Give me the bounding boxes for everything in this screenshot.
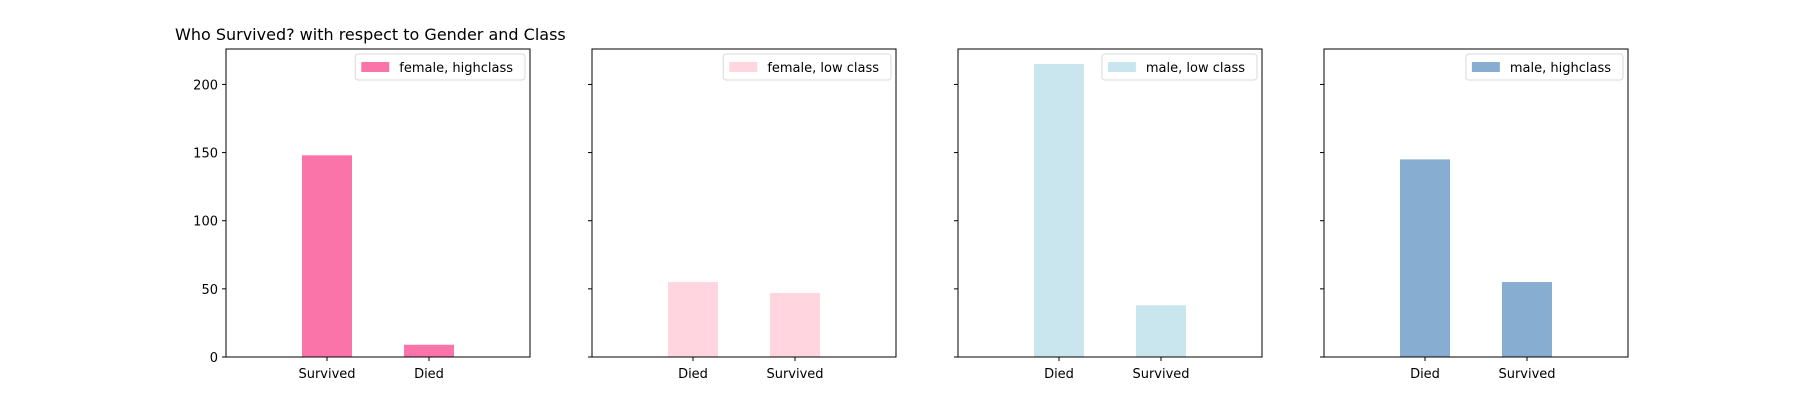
legend-4: male, highclass <box>1465 53 1624 81</box>
legend-box-1 <box>354 53 526 81</box>
y-tick-label-3: 100 <box>193 215 218 230</box>
bar-2-1 <box>668 282 718 357</box>
bar-4-1 <box>1400 159 1450 357</box>
bar-1-1 <box>302 155 352 357</box>
axes-frame-1 <box>225 48 531 358</box>
subplot-4: Died Survived male, highclass <box>1320 48 1629 382</box>
x-tick-label-4-2: Survived <box>1498 367 1555 382</box>
subplot-2: Died Survived female, low class <box>588 48 897 382</box>
x-tick-label-3-2: Survived <box>1132 367 1189 382</box>
legend-box-2 <box>722 53 892 81</box>
x-tick-label-1-1: Survived <box>298 367 355 382</box>
chart-title: Who Survived? with respect to Gender and… <box>175 25 566 44</box>
bar-1-2 <box>404 344 454 357</box>
axes-frame-4 <box>1323 48 1629 358</box>
bar-2-2 <box>770 292 820 357</box>
legend-box-3 <box>1101 53 1258 81</box>
bar-4-2 <box>1502 282 1552 357</box>
bar-3-1 <box>1034 63 1084 358</box>
x-tick-label-2-1: Died <box>678 367 708 382</box>
subplot-3: Died Survived male, low class <box>954 48 1263 382</box>
legend-box-4 <box>1465 53 1624 81</box>
x-tick-label-3-1: Died <box>1044 367 1074 382</box>
x-tick-label-1-2: Died <box>414 367 444 382</box>
y-tick-label-4: 150 <box>193 147 218 162</box>
y-tick-label-2: 50 <box>201 283 218 298</box>
legend-1: female, highclass <box>354 53 526 81</box>
legend-label-3: male, low class <box>1146 61 1245 76</box>
legend-swatch-4 <box>1471 62 1500 72</box>
legend-2: female, low class <box>722 53 892 81</box>
x-tick-label-2-2: Survived <box>766 367 823 382</box>
legend-swatch-3 <box>1107 62 1136 72</box>
y-tick-label-1: 0 <box>210 351 218 366</box>
legend-3: male, low class <box>1101 53 1258 81</box>
panels: Survived Died 0 50 100 150 200 female, highclas… <box>193 48 1629 382</box>
y-tick-label-5: 200 <box>193 78 218 93</box>
bar-3-2 <box>1136 305 1186 357</box>
axes-frame-3 <box>957 48 1263 358</box>
subplot-1: Survived Died 0 50 100 150 200 female, highclas… <box>193 48 531 382</box>
legend-swatch-2 <box>729 62 758 72</box>
x-tick-label-4-1: Died <box>1410 367 1440 382</box>
legend-swatch-1 <box>361 62 390 72</box>
legend-label-1: female, highclass <box>399 61 513 76</box>
legend-label-4: male, highclass <box>1510 61 1611 76</box>
axes-frame-2 <box>591 48 897 358</box>
legend-label-2: female, low class <box>767 61 879 76</box>
